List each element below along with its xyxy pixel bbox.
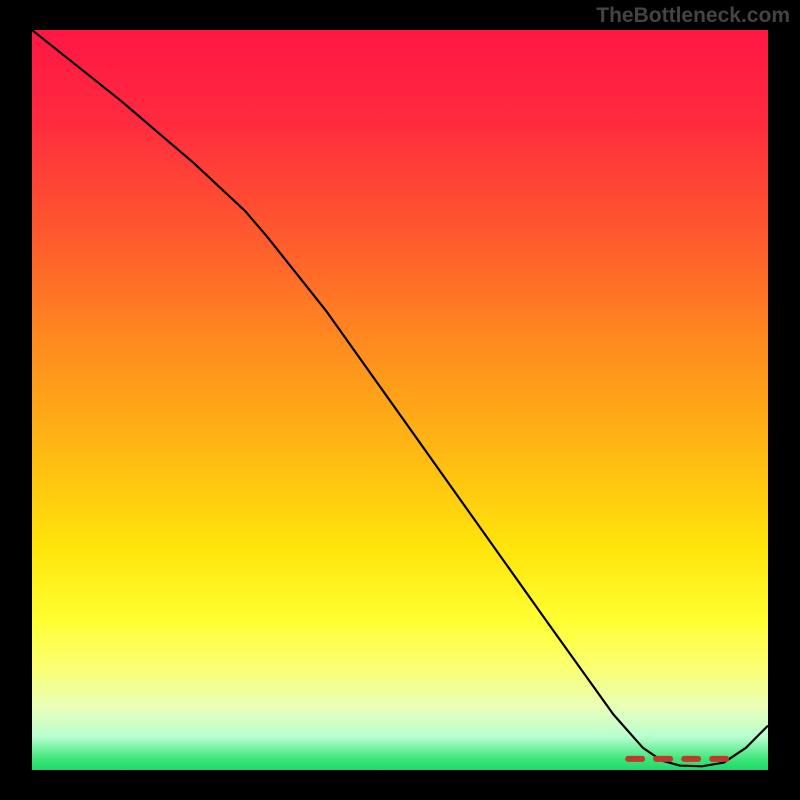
frame-bottom	[0, 770, 800, 800]
chart-container: TheBottleneck.com	[0, 0, 800, 800]
frame-left	[0, 0, 32, 800]
watermark-text: TheBottleneck.com	[596, 4, 790, 28]
plot-area	[32, 30, 768, 770]
frame-right	[768, 0, 800, 800]
